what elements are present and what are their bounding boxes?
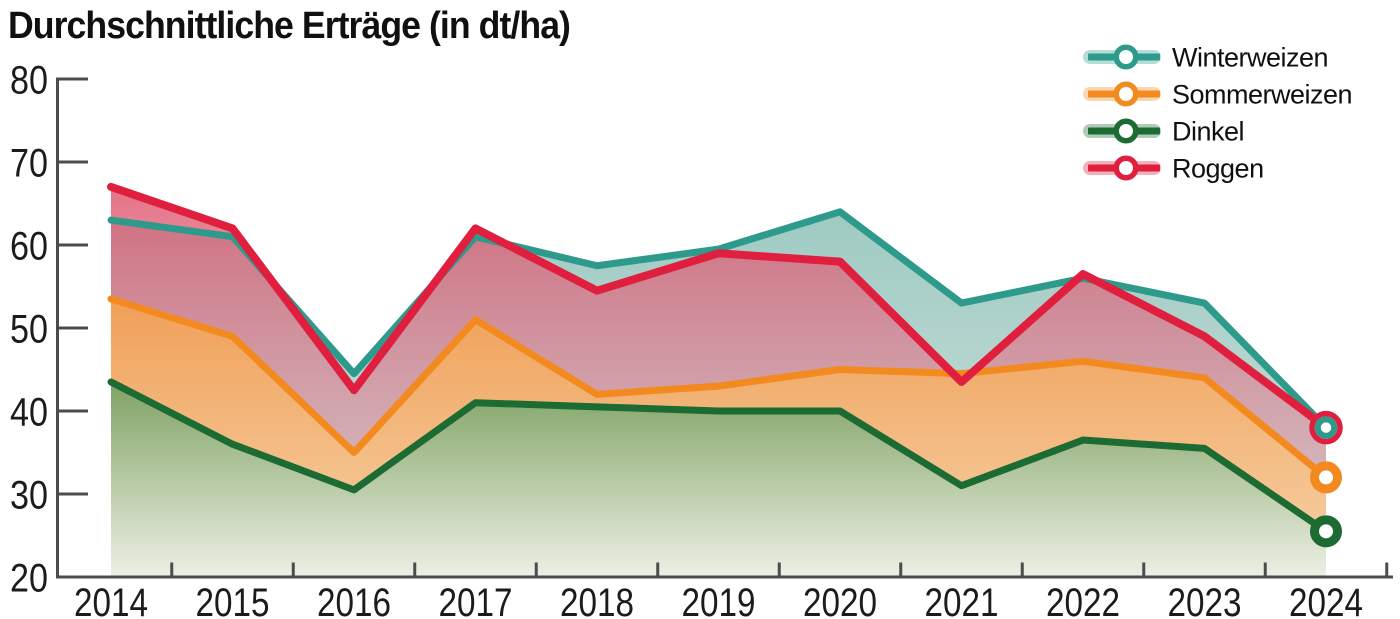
x-axis-tick-label: 2023 (1168, 581, 1242, 619)
endpoint-markers (1309, 410, 1343, 548)
legend-label: Winterweizen (1172, 43, 1328, 73)
legend-circle-icon (1113, 81, 1139, 107)
legend-item-dinkel: Dinkel (1083, 117, 1245, 147)
x-axis-tick-label: 2014 (74, 581, 148, 619)
line-winterweizen (107, 208, 1330, 432)
legend-label: Roggen (1172, 154, 1264, 184)
legend-label: Dinkel (1172, 117, 1244, 147)
legend-circle-icon (1113, 155, 1139, 181)
legend-item-roggen: Roggen (1083, 154, 1264, 184)
y-axis-tick-label: 60 (10, 225, 48, 269)
legend-circle-icon (1113, 44, 1139, 70)
x-axis-tick-label: 2020 (803, 581, 877, 619)
x-axis-tick-label: 2017 (439, 581, 513, 619)
x-axis-tick-label: 2022 (1046, 581, 1120, 619)
x-axis-tick-label: 2024 (1289, 581, 1363, 619)
y-axis-tick-label: 30 (10, 474, 48, 518)
axes (56, 77, 1393, 579)
chart-title: Durchschnittliche Erträge (in dt/ha) (8, 5, 570, 47)
endpoint-marker-sommerweizen (1310, 461, 1342, 494)
x-axis-tick-label: 2016 (317, 581, 391, 619)
x-axis-tick-label: 2015 (196, 581, 270, 619)
area-fills (111, 186, 1326, 576)
line-dinkel (107, 378, 1330, 535)
endpoint-marker-winterweizen (1314, 416, 1338, 439)
axis-tick-labels: 80 70 60 50 40 30 20 2014 2015 2016 2017 2018 2019 20… (10, 59, 1363, 619)
legend-circle-icon (1113, 118, 1139, 144)
y-axis-tick-label: 70 (10, 142, 48, 186)
endpoint-marker-dinkel (1310, 515, 1342, 548)
y-axis-tick-label: 40 (10, 391, 48, 435)
legend: Winterweizen Sommerweizen Dinkel Roggen (1083, 43, 1353, 184)
y-axis-tick-label: 80 (10, 59, 48, 103)
legend-label: Sommerweizen (1172, 80, 1352, 110)
x-axis-tick-label: 2019 (682, 581, 756, 619)
legend-item-winterweizen: Winterweizen (1083, 43, 1329, 73)
x-axis-tick-label: 2021 (925, 581, 999, 619)
y-axis-tick-label: 50 (10, 308, 48, 352)
series-lines (107, 182, 1330, 535)
line-roggen (107, 182, 1330, 432)
line-sommerweizen (107, 295, 1330, 481)
area-dinkel (111, 381, 1326, 576)
x-axis-tick-label: 2018 (560, 581, 634, 619)
legend-item-sommerweizen: Sommerweizen (1083, 80, 1353, 110)
y-axis-tick-label: 20 (10, 557, 48, 601)
